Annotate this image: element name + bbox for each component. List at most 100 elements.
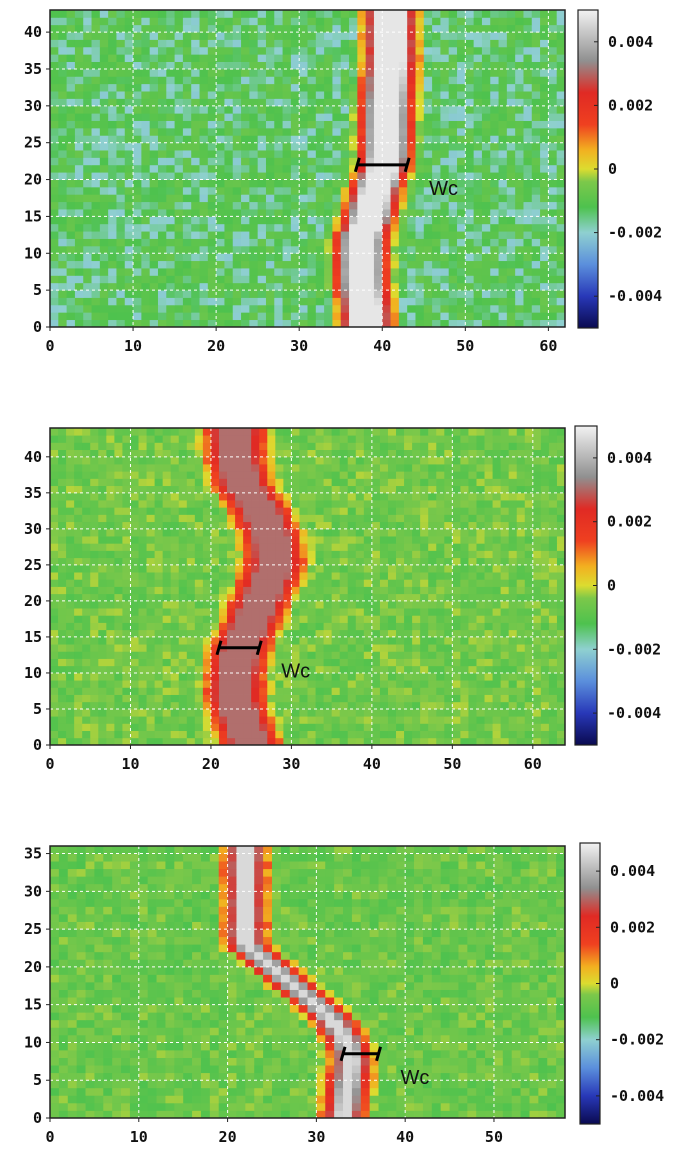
heatmap-cell	[452, 665, 461, 674]
heatmap-cell	[133, 105, 142, 114]
heatmap-cell	[207, 127, 217, 136]
heatmap-cell	[444, 492, 453, 501]
heatmap-cell	[531, 127, 541, 136]
heatmap-cell	[492, 564, 502, 573]
heatmap-cell	[548, 209, 558, 217]
heatmap-cell	[82, 658, 91, 667]
heatmap-cell	[265, 24, 275, 33]
heatmap-cell	[275, 672, 284, 681]
heatmap-cell	[532, 730, 542, 739]
heatmap-cell	[371, 586, 381, 595]
heatmap-cell	[291, 507, 300, 515]
heatmap-cell	[371, 521, 381, 530]
heatmap-cell	[452, 528, 461, 537]
heatmap-cell	[108, 253, 117, 262]
heatmap-cell	[420, 680, 429, 688]
heatmap-cell	[484, 723, 493, 731]
heatmap-cell	[299, 492, 308, 501]
heatmap-cell	[74, 201, 84, 210]
heatmap-cell	[481, 186, 491, 195]
heatmap-cell	[460, 701, 469, 710]
heatmap-cell	[390, 216, 400, 225]
heatmap-cell	[249, 194, 259, 203]
heatmap-cell	[440, 10, 450, 18]
heatmap-cell	[390, 157, 400, 166]
heatmap-cell	[373, 282, 383, 291]
heatmap-cell	[241, 98, 250, 107]
heatmap-cell	[186, 723, 196, 731]
heatmap-cell	[515, 91, 524, 99]
heatmap-cell	[420, 579, 429, 587]
heatmap-cell	[556, 672, 566, 681]
heatmap-cell	[387, 644, 397, 652]
heatmap-cell	[251, 615, 260, 623]
heatmap-cell	[149, 10, 159, 18]
heatmap-cell	[90, 723, 99, 731]
heatmap-cell	[241, 282, 250, 291]
heatmap-cell	[249, 268, 259, 276]
heatmap-cell	[468, 658, 477, 667]
heatmap-cell	[99, 32, 109, 40]
heatmap-cell	[83, 253, 92, 262]
heatmap-cell	[207, 194, 217, 203]
heatmap-cell	[290, 186, 300, 195]
heatmap-cell	[339, 500, 349, 508]
heatmap-cell	[398, 319, 408, 328]
heatmap-cell	[548, 304, 558, 313]
heatmap-cell	[357, 312, 367, 321]
heatmap-cell	[448, 209, 458, 217]
heatmap-cell	[444, 737, 453, 746]
heatmap-cell	[363, 730, 373, 739]
heatmap-cell	[130, 507, 139, 515]
heatmap-cell	[290, 282, 300, 291]
heatmap-cell	[174, 312, 184, 321]
heatmap-cell	[532, 543, 542, 551]
heatmap-cell	[532, 672, 542, 681]
heatmap-cell	[490, 135, 499, 144]
heatmap-cell	[210, 579, 220, 587]
heatmap-cell	[423, 113, 433, 121]
heatmap-cell	[476, 550, 485, 559]
heatmap-cell	[283, 543, 292, 551]
heatmap-cell	[379, 665, 389, 674]
heatmap-cell	[194, 528, 204, 537]
heatmap-cell	[232, 32, 242, 40]
heatmap-cell	[91, 54, 101, 62]
heatmap-cell	[299, 32, 308, 40]
heatmap-cell	[506, 39, 516, 48]
heatmap-cell	[365, 68, 375, 77]
heatmap-cell	[267, 600, 276, 609]
heatmap-cell	[124, 231, 134, 239]
heatmap-cell	[243, 615, 252, 623]
heatmap-cell	[299, 127, 308, 136]
heatmap-cell	[556, 253, 566, 262]
heatmap-cell	[141, 24, 151, 33]
heatmap-cell	[339, 543, 349, 551]
heatmap-cell	[423, 282, 433, 291]
heatmap-cell	[500, 586, 510, 595]
heatmap-cell	[390, 186, 400, 195]
heatmap-cell	[157, 260, 167, 269]
heatmap-cell	[500, 572, 510, 580]
heatmap-cell	[500, 694, 510, 703]
heatmap-cell	[339, 658, 349, 667]
heatmap-cell	[457, 54, 466, 62]
heatmap-cell	[66, 113, 76, 121]
heatmap-cell	[299, 61, 308, 70]
heatmap-cell	[58, 24, 68, 33]
heatmap-cell	[241, 260, 250, 269]
heatmap-cell	[235, 485, 244, 494]
heatmap-cell	[323, 608, 333, 616]
heatmap-cell	[423, 24, 433, 33]
heatmap-cell	[532, 593, 542, 602]
heatmap-cell	[379, 557, 389, 566]
heatmap-cell	[508, 687, 518, 695]
heatmap-cell	[382, 98, 391, 107]
heatmap-cell	[307, 179, 317, 188]
wc-annotation: Wc	[353, 157, 458, 200]
heatmap-cell	[50, 253, 59, 262]
heatmap-cell	[357, 231, 367, 239]
heatmap-cell	[498, 91, 508, 99]
heatmap-cell	[468, 492, 477, 501]
heatmap-cell	[387, 665, 397, 674]
